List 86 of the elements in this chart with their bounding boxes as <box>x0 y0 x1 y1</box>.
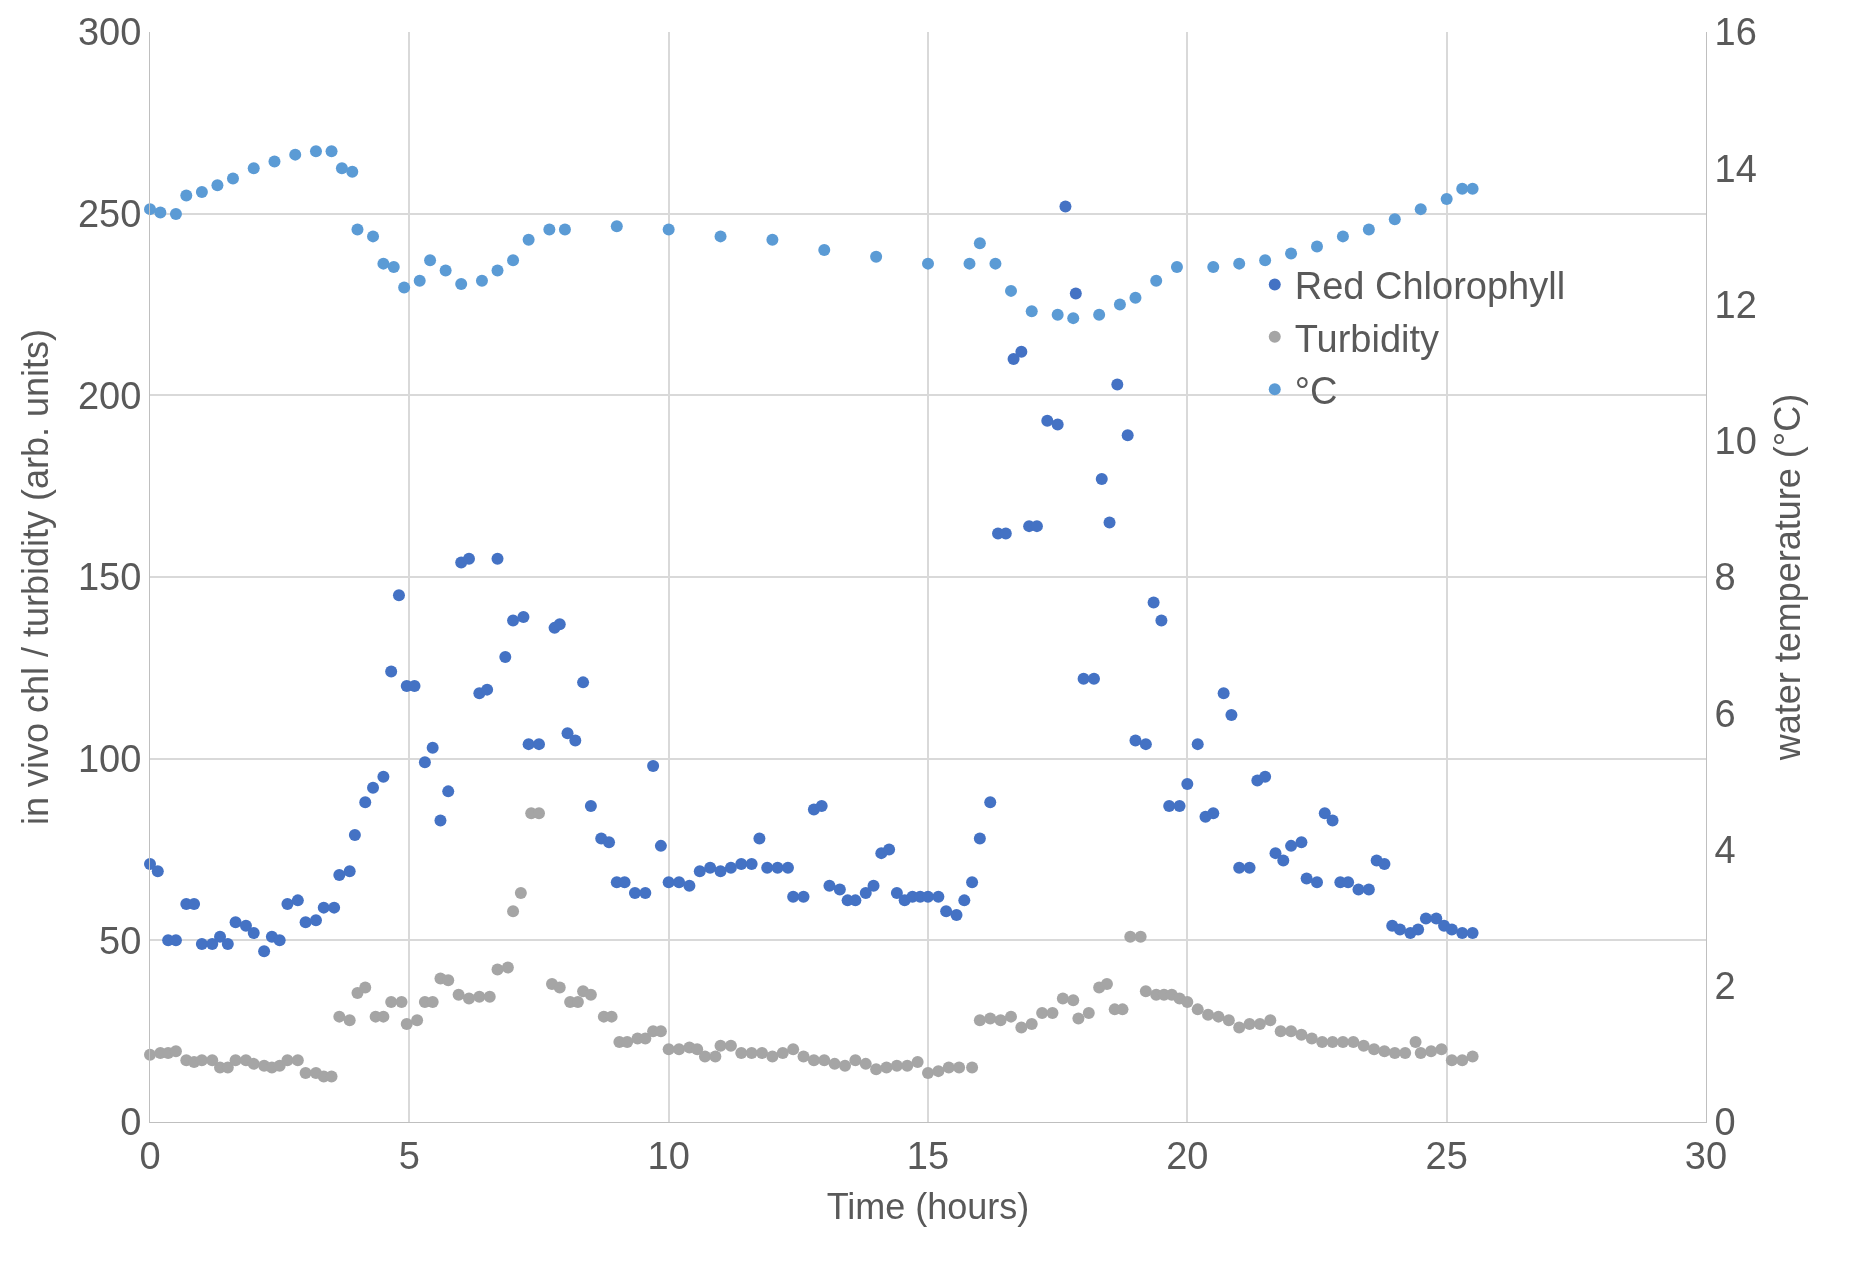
point <box>439 264 452 277</box>
point <box>1233 257 1246 270</box>
point <box>247 162 260 175</box>
y-tick-label: 50 <box>99 919 142 962</box>
point <box>413 274 426 287</box>
point <box>1025 305 1038 318</box>
point <box>1414 203 1427 216</box>
point <box>154 206 167 219</box>
point <box>989 257 1002 270</box>
legend-label: Turbidity <box>1294 317 1440 360</box>
y-tick-label: 0 <box>120 1101 142 1144</box>
point <box>1129 291 1142 304</box>
y2-tick-label: 4 <box>1714 828 1736 871</box>
point <box>963 257 976 270</box>
point <box>227 172 239 185</box>
point <box>377 257 390 270</box>
point <box>543 223 556 236</box>
point <box>1051 308 1064 321</box>
y-tick-label: 150 <box>77 556 142 599</box>
y2-tick-label: 16 <box>1714 11 1757 54</box>
point <box>1150 274 1163 287</box>
point <box>1207 261 1220 274</box>
legend-label: °C <box>1294 370 1338 413</box>
point <box>1311 240 1323 253</box>
point <box>325 145 338 158</box>
point <box>180 189 193 202</box>
y-axis-title: in vivo chl / turbidity (arb. units) <box>14 328 56 826</box>
point <box>289 148 302 161</box>
y2-tick-label: 6 <box>1714 692 1736 735</box>
point <box>1456 182 1469 195</box>
point <box>1466 182 1479 195</box>
point <box>1388 213 1401 226</box>
point <box>1285 247 1298 260</box>
point <box>195 186 208 199</box>
point <box>1259 254 1272 267</box>
y-tick-label: 300 <box>77 11 142 54</box>
point <box>491 264 504 277</box>
point <box>475 274 488 287</box>
point <box>335 162 348 175</box>
point <box>169 207 182 220</box>
point <box>1440 192 1453 205</box>
point <box>507 254 520 267</box>
x-tick-label: 30 <box>1684 1134 1728 1177</box>
x-tick-label: 15 <box>906 1134 950 1177</box>
point <box>818 244 831 256</box>
point <box>922 257 934 270</box>
x-tick-label: 20 <box>1166 1134 1209 1177</box>
point <box>1005 284 1017 297</box>
point <box>870 250 883 263</box>
point <box>367 230 380 243</box>
point <box>346 165 359 178</box>
y2-tick-label: 12 <box>1714 283 1757 326</box>
y-tick-label: 250 <box>77 192 142 235</box>
y2-tick-label: 10 <box>1714 420 1757 463</box>
point <box>662 223 675 236</box>
point <box>268 155 281 168</box>
x-tick-label: 5 <box>398 1134 420 1177</box>
x-tick-label: 10 <box>647 1134 690 1177</box>
y2-tick-label: 2 <box>1714 965 1736 1008</box>
point <box>610 220 623 233</box>
point <box>351 223 364 236</box>
point <box>1336 230 1349 243</box>
point <box>424 254 437 267</box>
point <box>714 230 727 243</box>
y2-tick-label: 14 <box>1714 147 1757 190</box>
point <box>522 233 535 246</box>
y2-axis-title: water temperature (°C) <box>1766 393 1808 762</box>
point <box>1067 312 1080 325</box>
point <box>387 261 400 274</box>
point <box>766 233 779 246</box>
point <box>973 237 986 250</box>
point <box>1113 298 1126 311</box>
point <box>1362 223 1375 236</box>
y-tick-label: 200 <box>77 374 142 417</box>
x-axis-title: Time (hours) <box>826 1186 1030 1228</box>
legend-label: Red Chlorophyll <box>1294 265 1566 308</box>
y-tick-label: 100 <box>77 737 142 780</box>
point <box>558 223 571 236</box>
point <box>398 281 411 294</box>
point <box>455 278 468 291</box>
point <box>1170 261 1183 274</box>
point <box>309 145 322 158</box>
point <box>211 179 224 192</box>
point <box>1093 308 1106 321</box>
y2-tick-label: 8 <box>1714 556 1736 599</box>
x-tick-label: 25 <box>1425 1134 1468 1177</box>
